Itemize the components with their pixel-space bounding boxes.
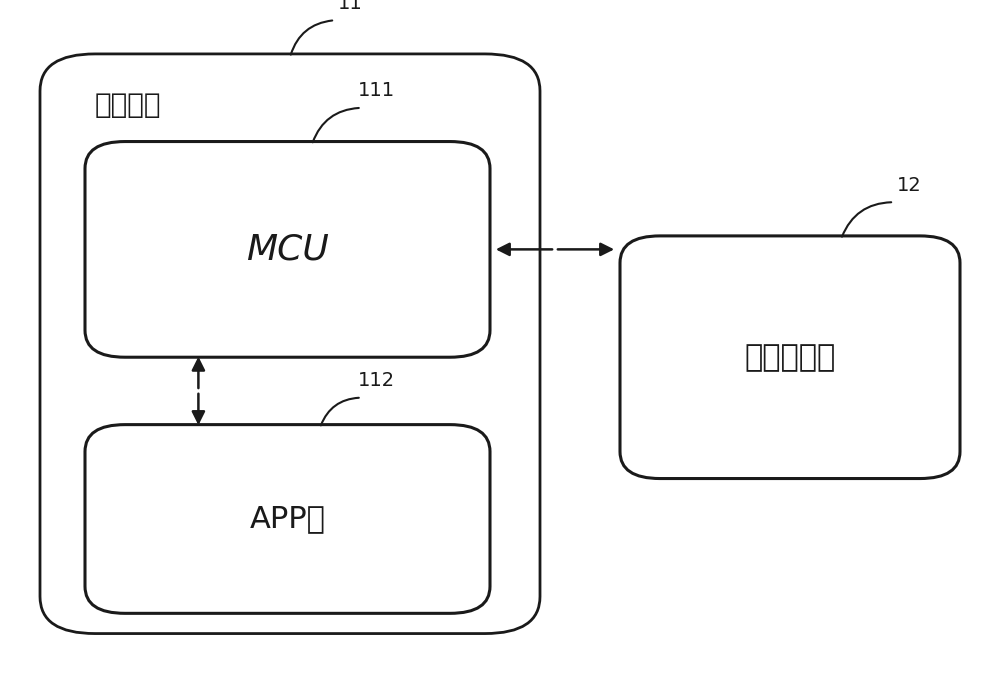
FancyBboxPatch shape: [85, 425, 490, 613]
FancyBboxPatch shape: [85, 142, 490, 357]
Text: 12: 12: [897, 176, 921, 195]
Text: 升级端设备: 升级端设备: [744, 342, 836, 372]
Text: 112: 112: [358, 371, 395, 390]
FancyBboxPatch shape: [40, 54, 540, 634]
FancyBboxPatch shape: [620, 236, 960, 479]
Text: APP区: APP区: [250, 504, 325, 534]
Text: 电子设备: 电子设备: [95, 91, 162, 119]
Text: 11: 11: [338, 0, 362, 13]
Text: MCU: MCU: [246, 233, 329, 266]
Text: 111: 111: [358, 82, 395, 100]
